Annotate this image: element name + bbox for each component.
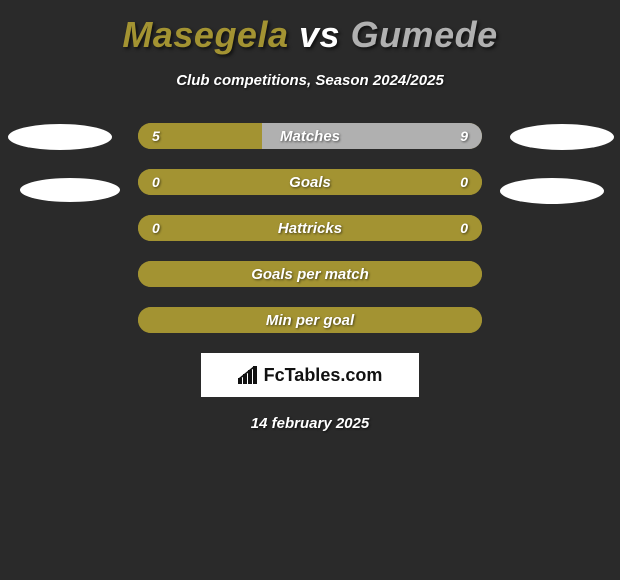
stat-row: Goals per match — [138, 261, 482, 287]
player1-name: Masegela — [122, 14, 288, 55]
subtitle: Club competitions, Season 2024/2025 — [0, 72, 620, 89]
stat-label: Min per goal — [138, 312, 482, 329]
logo: FcTables.com — [238, 365, 383, 386]
avatar-placeholder — [500, 178, 604, 204]
stat-row: 59Matches — [138, 123, 482, 149]
comparison-title: Masegela vs Gumede — [0, 0, 620, 56]
stat-label: Goals per match — [138, 266, 482, 283]
stat-label: Hattricks — [138, 220, 482, 237]
stat-label: Goals — [138, 174, 482, 191]
stat-row: 00Goals — [138, 169, 482, 195]
avatar-placeholder — [510, 124, 614, 150]
date: 14 february 2025 — [0, 415, 620, 432]
chart-icon — [238, 366, 260, 384]
logo-text: FcTables.com — [264, 365, 383, 386]
stat-row: 00Hattricks — [138, 215, 482, 241]
stat-label: Matches — [138, 128, 482, 145]
vs-text: vs — [299, 14, 340, 55]
stat-row: Min per goal — [138, 307, 482, 333]
player2-name: Gumede — [351, 14, 498, 55]
avatar-placeholder — [8, 124, 112, 150]
logo-box: FcTables.com — [201, 353, 419, 397]
avatar-placeholder — [20, 178, 120, 202]
stat-rows: 59Matches 00Goals 00Hattricks Goals per mat… — [0, 123, 620, 333]
